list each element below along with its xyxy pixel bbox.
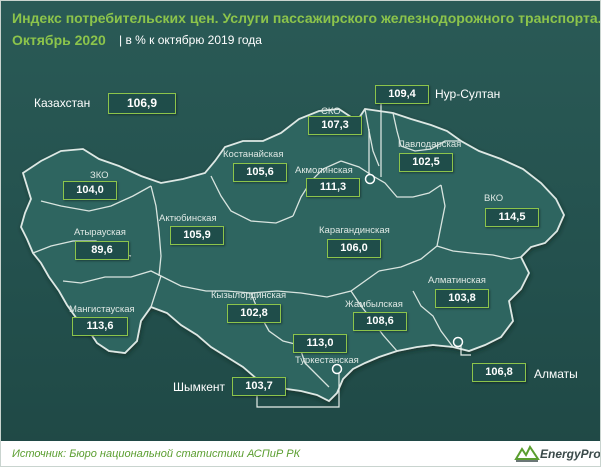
region-label-kostanay: Костанайская	[223, 149, 284, 160]
region-label-sko: СКО	[321, 106, 341, 117]
city-value-nur-sultan: 109,4	[375, 85, 429, 104]
energyprom-logo: EnergyProm	[514, 444, 601, 464]
region-value-zko: 104,0	[63, 181, 117, 200]
shymkent-marker	[331, 363, 343, 375]
region-value-kyzylorda: 102,8	[227, 304, 281, 323]
country-value: 106,9	[108, 93, 176, 114]
nur-sultan-marker	[364, 173, 376, 185]
region-label-karaganda: Карагандинская	[319, 225, 390, 236]
almaty-marker	[452, 336, 464, 348]
region-value-sko: 107,3	[308, 116, 362, 135]
chart-title: Индекс потребительских цен. Услуги пасса…	[12, 10, 601, 26]
region-value-aktobe: 105,9	[170, 226, 224, 245]
city-value-shymkent: 103,7	[232, 377, 286, 396]
region-label-akmola: Акмолинская	[295, 165, 353, 176]
region-value-kostanay: 105,6	[233, 163, 287, 182]
region-label-zhambyl: Жамбылская	[345, 299, 403, 310]
city-value-almaty: 106,8	[472, 363, 526, 382]
region-label-pavlodar: Павлодарская	[398, 139, 462, 150]
region-label-kyzylorda: Кызылординская	[211, 290, 287, 301]
region-value-atyrau: 89,6	[75, 241, 129, 260]
region-value-pavlodar: 102,5	[399, 153, 453, 172]
region-value-vko: 114,5	[485, 208, 539, 227]
logo-text: EnergyProm	[540, 447, 601, 461]
chart-period: Октябрь 2020	[12, 32, 106, 48]
source-note: Источник: Бюро национальной статистики А…	[12, 448, 301, 460]
kazakhstan-map	[20, 102, 565, 408]
city-label-nur-sultan: Нур-Султан	[435, 87, 501, 101]
region-value-akmola: 111,3	[306, 178, 360, 197]
region-label-atyrau: Атырауская	[74, 227, 126, 238]
country-outline	[20, 108, 565, 403]
footer: Источник: Бюро национальной статистики А…	[1, 441, 600, 466]
city-label-shymkent: Шымкент	[173, 380, 226, 394]
region-label-vko: ВКО	[484, 193, 504, 204]
city-label-almaty: Алматы	[534, 367, 578, 381]
region-value-zhambyl: 108,6	[353, 312, 407, 331]
leader-lines	[256, 102, 471, 408]
country-label: Казахстан	[34, 96, 91, 110]
region-label-turkestan: Туркестанская	[295, 355, 359, 366]
region-value-mangystau: 113,6	[72, 317, 128, 336]
region-label-almaty-region: Алматинская	[428, 275, 486, 286]
region-value-turkestan: 113,0	[293, 334, 347, 353]
region-label-mangystau: Мангистауская	[69, 304, 135, 315]
region-value-karaganda: 106,0	[327, 239, 381, 258]
region-value-almaty-region: 103,8	[435, 289, 489, 308]
energyprom-logo-icon	[514, 445, 540, 462]
region-label-zko: ЗКО	[90, 170, 109, 181]
chart-subtitle: | в % к октябрю 2019 года	[119, 33, 262, 47]
region-label-aktobe: Актюбинская	[159, 213, 217, 224]
